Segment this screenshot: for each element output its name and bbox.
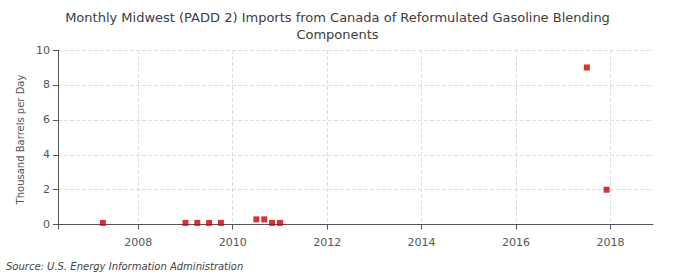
svg-text:2010: 2010 bbox=[219, 236, 247, 249]
svg-text:Thousand Barrels per Day: Thousand Barrels per Day bbox=[15, 75, 26, 206]
svg-text:4: 4 bbox=[43, 148, 50, 161]
svg-text:2012: 2012 bbox=[313, 236, 341, 249]
svg-text:8: 8 bbox=[43, 78, 50, 91]
svg-text:10: 10 bbox=[36, 44, 50, 57]
svg-text:2018: 2018 bbox=[597, 236, 625, 249]
svg-text:2016: 2016 bbox=[502, 236, 530, 249]
svg-text:6: 6 bbox=[43, 113, 50, 126]
svg-text:Components: Components bbox=[296, 27, 378, 42]
svg-text:0: 0 bbox=[43, 218, 50, 231]
svg-text:Source: U.S. Energy Informatio: Source: U.S. Energy Information Administ… bbox=[6, 261, 243, 272]
svg-text:2014: 2014 bbox=[408, 236, 436, 249]
svg-text:2008: 2008 bbox=[124, 236, 152, 249]
svg-text:Monthly Midwest (PADD 2) Impor: Monthly Midwest (PADD 2) Imports from Ca… bbox=[65, 10, 610, 25]
svg-text:2: 2 bbox=[43, 183, 50, 196]
